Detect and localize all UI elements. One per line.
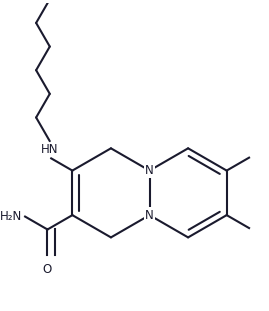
Text: HN: HN — [41, 143, 59, 156]
Text: O: O — [43, 262, 52, 276]
Text: H₂N: H₂N — [0, 210, 22, 223]
Text: N: N — [145, 209, 154, 222]
Text: N: N — [145, 164, 154, 177]
